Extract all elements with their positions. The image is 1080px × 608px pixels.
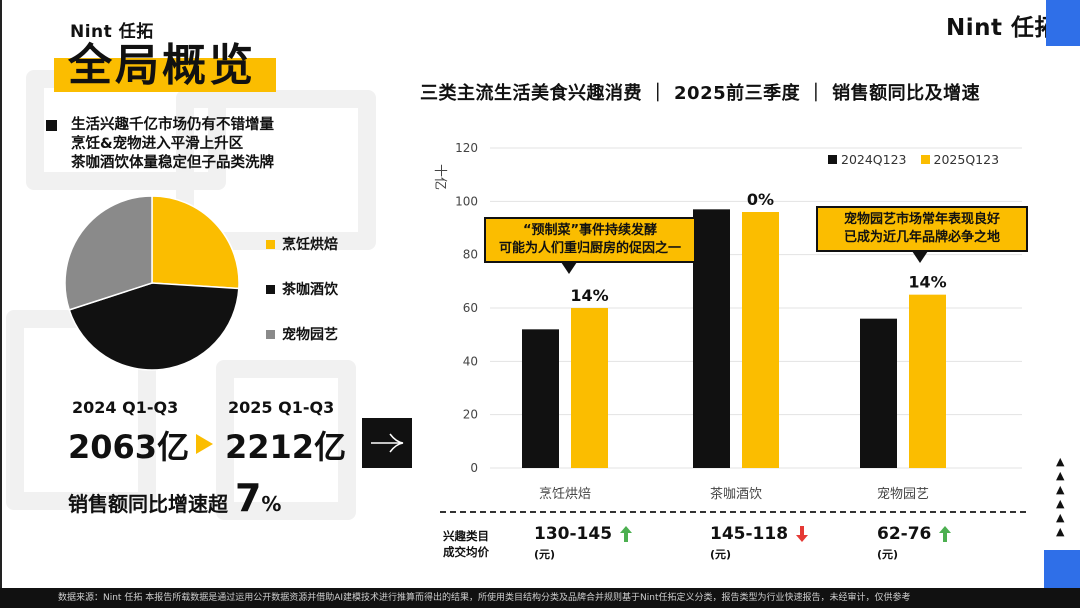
bar-2024Q123 xyxy=(693,209,730,468)
price-range: 62-76 xyxy=(877,524,932,544)
chart-title: 三类主流生活美食兴趣消费 ｜ 2025前三季度 ｜ 销售额同比及增速 xyxy=(420,83,981,104)
pie-legend-item: 茶咖酒饮 xyxy=(266,279,338,299)
triangle-arrow-icon xyxy=(196,434,213,454)
annotation-pointer xyxy=(912,251,928,263)
growth-rate-label: 14% xyxy=(908,273,946,292)
bar-2025Q123 xyxy=(571,308,608,468)
annotation-pointer xyxy=(561,262,577,274)
arrow-right-icon xyxy=(371,433,404,453)
bar-legend: 2024Q123 2025Q123 xyxy=(828,152,1013,167)
pie-legend-label: 烹饪烘焙 xyxy=(282,237,338,253)
next-arrow-button[interactable] xyxy=(362,418,412,468)
footer-disclaimer: 数据来源：Nint 任拓 本报告所载数据是通过运用公开数据资源并借助AI建模技术… xyxy=(0,588,1080,608)
intro-line: 茶咖酒饮体量稳定但子品类洗牌 xyxy=(71,155,274,171)
annotation-line: “预制菜”事件持续发酵 xyxy=(522,223,658,238)
pie-legend: 烹饪烘焙 茶咖酒饮 宠物园艺 xyxy=(266,234,338,369)
growth-prefix: 销售额同比增速超 xyxy=(68,492,228,516)
title-highlight-bar xyxy=(54,58,276,92)
intro-line: 烹饪&宠物进入平滑上升区 xyxy=(71,136,244,152)
annotation-line: 已成为近几年品牌必争之地 xyxy=(843,230,1000,245)
intro-line: 生活兴趣千亿市场仍有不错增量 xyxy=(71,117,274,133)
price-row-label: 兴趣类目 成交均价 xyxy=(443,528,489,560)
intro-block: 生活兴趣千亿市场仍有不错增量 烹饪&宠物进入平滑上升区 茶咖酒饮体量稳定但子品类… xyxy=(46,116,274,173)
year-2024-label: 2024 Q1-Q3 xyxy=(72,398,179,417)
pie-slice xyxy=(68,282,240,371)
total-2025-value: 2212亿 xyxy=(225,428,347,466)
corner-accent-top xyxy=(1046,0,1080,46)
left-border xyxy=(0,0,2,608)
y-tick-label: 80 xyxy=(463,248,478,262)
annotation-pet: 宠物园艺市场常年表现良好 已成为近几年品牌必争之地 xyxy=(816,206,1028,252)
price-unit: (元) xyxy=(534,548,556,561)
category-label: 茶咖酒饮 xyxy=(710,486,762,502)
pie-slice xyxy=(151,195,240,290)
y-tick-label: 0 xyxy=(470,461,478,475)
price-row-label-line: 兴趣类目 xyxy=(443,529,489,543)
price-range: 145-118 xyxy=(710,524,789,544)
legend-swatch xyxy=(920,155,930,164)
bar-2024Q123 xyxy=(522,329,559,468)
y-tick-label: 120 xyxy=(455,141,478,155)
pie-legend-label: 宠物园艺 xyxy=(282,327,338,343)
brand-logo-large: Nint 任拓 xyxy=(941,8,1062,42)
corner-accent-bottom xyxy=(1044,550,1080,590)
y-tick-label: 20 xyxy=(463,408,478,422)
bar-2025Q123 xyxy=(909,294,946,468)
pie-legend-item: 烹饪烘焙 xyxy=(266,234,338,254)
price-range: 130-145 xyxy=(534,524,613,544)
legend-swatch xyxy=(828,155,837,164)
pie-slice xyxy=(64,195,153,311)
sales-bar-chart: 0 20 40 60 80 100 120 十亿 14% 烹饪烘焙 0% 茶咖酒饮 14% 宠物园艺 xyxy=(432,141,1022,502)
page-title: 全局概览 xyxy=(68,40,256,91)
annotation-line: 可能为人们重归厨房的促因之一 xyxy=(498,241,681,256)
price-pet: 62-76 (元) xyxy=(877,524,952,561)
price-unit: (元) xyxy=(877,548,899,561)
trend-up-icon xyxy=(620,526,633,542)
dashed-divider xyxy=(440,511,1026,513)
growth-summary: 销售额同比增速超 7% xyxy=(68,476,281,520)
growth-rate-label: 14% xyxy=(570,286,608,305)
legend-swatch xyxy=(266,239,275,249)
legend-swatch xyxy=(266,329,275,339)
year-2025-label: 2025 Q1-Q3 xyxy=(228,398,335,417)
bar-2025Q123 xyxy=(742,212,779,468)
price-beverage: 145-118 (元) xyxy=(710,524,809,561)
pie-legend-label: 茶咖酒饮 xyxy=(282,282,338,298)
growth-value: 7 xyxy=(234,476,262,520)
total-2024-value: 2063亿 xyxy=(68,428,190,466)
price-cooking: 130-145 (元) xyxy=(534,524,633,561)
brand-logo-small: Nint 任拓 xyxy=(70,22,154,42)
bar-2024Q123 xyxy=(860,318,897,468)
share-pie-chart xyxy=(64,195,240,371)
legend-label-2025: 2025Q123 xyxy=(933,152,1000,167)
trend-down-icon xyxy=(796,526,809,542)
legend-label-2024: 2024Q123 xyxy=(841,152,907,167)
y-axis-label: 十亿 xyxy=(432,164,447,190)
bullet-square xyxy=(46,120,57,131)
category-label: 宠物园艺 xyxy=(877,486,929,502)
decorative-triangles: ▲ ▲ ▲ ▲ ▲ ▲ xyxy=(1056,455,1065,538)
y-tick-label: 60 xyxy=(463,301,478,315)
y-tick-label: 100 xyxy=(455,194,478,208)
legend-swatch xyxy=(266,284,275,294)
growth-rate-label: 0% xyxy=(747,190,774,209)
y-tick-label: 40 xyxy=(463,354,478,368)
price-unit: (元) xyxy=(710,548,732,561)
price-row-label-line: 成交均价 xyxy=(443,545,489,559)
trend-up-icon xyxy=(939,526,952,542)
category-label: 烹饪烘焙 xyxy=(539,487,591,502)
pie-legend-item: 宠物园艺 xyxy=(266,324,338,344)
growth-unit: % xyxy=(261,492,282,516)
annotation-line: 宠物园艺市场常年表现良好 xyxy=(843,212,1000,227)
annotation-cooking: “预制菜”事件持续发酵 可能为人们重归厨房的促因之一 xyxy=(484,217,696,263)
